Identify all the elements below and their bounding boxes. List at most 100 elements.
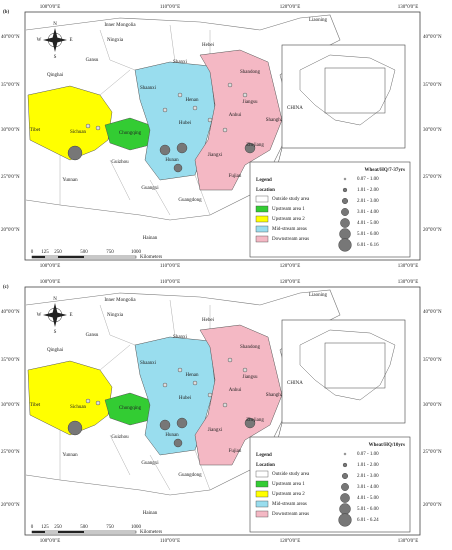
lat-label: 40°0'0"N xyxy=(423,35,442,40)
legend-swatch xyxy=(255,225,269,233)
place-name: Fujian xyxy=(229,174,242,179)
place-name: Ningxia xyxy=(107,313,124,318)
study-region xyxy=(27,360,113,436)
lat-label: 25°0'0"N xyxy=(1,450,20,455)
size-label: 4.01 - 5.00 xyxy=(357,496,379,501)
site-marker xyxy=(176,142,188,154)
size-label: 5.01 - 6.00 xyxy=(357,507,379,512)
inset-map xyxy=(299,54,396,126)
place-name: Shandong xyxy=(240,345,261,350)
compass-ring xyxy=(47,307,63,323)
lon-label: 100°0'0"E xyxy=(40,5,61,10)
inset-study-box xyxy=(324,342,386,389)
place-name: Yunnan xyxy=(62,178,78,183)
place-name: Henan xyxy=(185,98,199,103)
site-marker xyxy=(177,367,183,373)
lat-label: 20°0'0"N xyxy=(423,228,442,233)
compass-letter: S xyxy=(54,55,57,60)
site-marker xyxy=(177,92,183,98)
place-name: Shandong xyxy=(240,70,261,75)
scale-label: 750 xyxy=(106,250,114,255)
size-symbol xyxy=(342,462,348,468)
size-label: 6.01 - 6.16 xyxy=(357,243,379,248)
scale-label: 250 xyxy=(54,525,62,530)
legend-label: Upstream area 2 xyxy=(272,217,305,222)
place-name: Hunan xyxy=(165,158,179,163)
lat-label: 25°0'0"N xyxy=(423,450,442,455)
place-name: Jiangsu xyxy=(243,375,259,380)
inset-label: CHINA xyxy=(287,381,303,386)
legend-subtitle: Location xyxy=(256,188,275,193)
legend-label: Outside study area xyxy=(272,472,310,477)
legend-swatch xyxy=(255,205,269,213)
site-marker xyxy=(207,392,213,398)
size-label: 2.01 - 3.00 xyxy=(357,199,379,204)
place-name: Anhui xyxy=(229,388,242,393)
legend-swatch xyxy=(255,235,269,243)
lon-label: 110°0'0"E xyxy=(160,280,180,285)
legend-subtitle: Location xyxy=(256,463,275,468)
size-symbol xyxy=(340,493,350,503)
site-marker xyxy=(222,402,228,408)
place-name: Hebei xyxy=(202,43,215,48)
inset-frame xyxy=(281,44,406,149)
site-marker xyxy=(176,417,188,429)
place-name: Liaoning xyxy=(309,293,328,298)
site-marker xyxy=(159,419,171,431)
lat-label: 30°0'0"N xyxy=(423,128,442,133)
place-name: Fujian xyxy=(229,449,242,454)
size-label: 2.01 - 3.00 xyxy=(357,474,379,479)
study-region xyxy=(27,85,113,161)
compass-letter: E xyxy=(69,313,72,318)
size-title: Wheat/HQ/10yrs xyxy=(369,443,405,448)
compass-letter: W xyxy=(37,38,42,43)
lat-label: 25°0'0"N xyxy=(423,175,442,180)
lat-label: 30°0'0"N xyxy=(1,403,20,408)
compass-letter: W xyxy=(37,313,42,318)
legend-title: Legend xyxy=(256,453,272,458)
legend-swatch xyxy=(255,480,269,488)
lon-label: 130°0'0"E xyxy=(398,5,419,10)
scale-label: 125 xyxy=(41,525,49,530)
place-name: Tibet xyxy=(30,128,41,133)
size-symbol xyxy=(338,513,352,527)
place-name: Shanghai xyxy=(266,118,285,123)
site-marker xyxy=(95,400,101,406)
lat-label: 30°0'0"N xyxy=(1,128,20,133)
province-lines xyxy=(59,299,211,491)
lon-label: 120°0'0"E xyxy=(280,5,301,10)
size-symbol xyxy=(343,177,347,181)
legend-label: Upstream area 1 xyxy=(272,207,305,212)
lon-label: 100°0'0"E xyxy=(40,280,61,285)
size-symbol xyxy=(342,197,349,204)
scale-bar-fill xyxy=(58,531,84,533)
place-name: Hebei xyxy=(202,318,215,323)
place-name: Hunan xyxy=(165,433,179,438)
site-marker xyxy=(85,123,91,129)
legend-label: Upstream area 1 xyxy=(272,482,305,487)
legend-label: Upstream area 2 xyxy=(272,492,305,497)
place-name: Guangdong xyxy=(178,473,202,478)
size-label: 5.01 - 6.00 xyxy=(357,232,379,237)
site-marker xyxy=(242,367,248,373)
scale-label: 250 xyxy=(54,250,62,255)
place-name: Liaoning xyxy=(309,18,328,23)
inset-study-box xyxy=(324,67,386,114)
lat-label: 20°0'0"N xyxy=(423,503,442,508)
scale-label: 0 xyxy=(31,250,34,255)
scale-label: 500 xyxy=(80,250,88,255)
site-marker xyxy=(244,142,256,154)
place-name: Henan xyxy=(185,373,199,378)
legend-swatch xyxy=(255,510,269,518)
compass-letter: N xyxy=(53,297,57,302)
place-name: Yunnan xyxy=(62,453,78,458)
place-name: Chongqing xyxy=(119,406,142,411)
size-label: 1.01 - 2.00 xyxy=(357,463,379,468)
study-region xyxy=(134,61,216,181)
site-marker xyxy=(162,382,168,388)
lat-label: 35°0'0"N xyxy=(423,83,442,88)
study-region xyxy=(194,49,283,191)
study-region xyxy=(194,324,283,466)
legend-box xyxy=(249,161,411,258)
size-label: 3.01 - 4.00 xyxy=(357,485,379,490)
